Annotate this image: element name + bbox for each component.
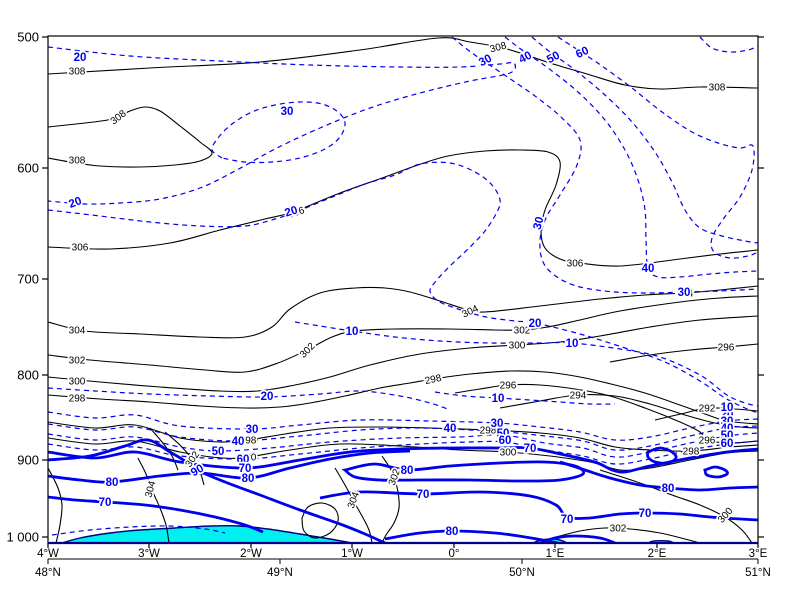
svg-text:308: 308 (69, 67, 86, 78)
y-axis-pressure: 500 600 700 800 900 1 000 (6, 30, 764, 545)
svg-text:70: 70 (561, 514, 574, 526)
svg-text:20: 20 (529, 318, 542, 330)
contour-field: 3083083083083083063063063043043043043043… (48, 36, 758, 543)
y-tick-label: 800 (17, 368, 39, 383)
svg-text:306: 306 (567, 259, 584, 270)
svg-text:40: 40 (444, 423, 457, 435)
svg-text:70: 70 (417, 489, 430, 501)
svg-text:30: 30 (491, 418, 504, 430)
svg-text:302: 302 (298, 341, 318, 361)
longitude-tick-label: 3°W (138, 548, 160, 560)
svg-text:70: 70 (524, 443, 537, 455)
svg-text:70: 70 (99, 497, 112, 509)
svg-text:300: 300 (500, 448, 517, 459)
latitude-tick-label: 50°N (509, 567, 535, 579)
y-tick-label: 600 (17, 161, 39, 176)
svg-text:300: 300 (69, 377, 86, 388)
svg-text:302: 302 (610, 524, 627, 535)
blue-dashed-contours (48, 36, 758, 536)
svg-text:294: 294 (570, 391, 587, 402)
svg-text:20: 20 (261, 391, 274, 403)
longitude-tick-label: 3°E (749, 548, 768, 560)
svg-text:80: 80 (662, 483, 675, 495)
svg-text:298: 298 (480, 426, 497, 437)
svg-text:40: 40 (642, 263, 655, 275)
svg-text:306: 306 (72, 243, 89, 254)
svg-text:70: 70 (639, 508, 652, 520)
svg-text:304: 304 (461, 303, 481, 320)
svg-text:80: 80 (106, 477, 119, 489)
svg-text:60: 60 (237, 454, 250, 466)
svg-text:40: 40 (517, 50, 534, 67)
svg-text:10: 10 (721, 402, 734, 414)
svg-text:70: 70 (239, 463, 252, 475)
latitude-tick-label: 48°N (35, 567, 61, 579)
svg-text:80: 80 (401, 465, 414, 477)
longitude-tick-label: 2°W (240, 548, 262, 560)
svg-text:10: 10 (566, 338, 579, 350)
longitude-tick-label: 1°W (341, 548, 363, 560)
svg-text:296: 296 (500, 381, 517, 392)
svg-text:302: 302 (69, 356, 86, 367)
svg-text:304: 304 (69, 326, 86, 337)
blue-solid-contours (48, 438, 758, 543)
latitude-tick-label: 51°N (745, 567, 771, 579)
latitude-tick-label: 49°N (267, 567, 293, 579)
longitude-tick-label: 2°E (648, 548, 667, 560)
svg-text:20: 20 (283, 204, 299, 219)
svg-text:308: 308 (69, 156, 86, 167)
svg-text:20: 20 (67, 195, 83, 211)
svg-text:300: 300 (509, 341, 526, 352)
svg-text:30: 30 (721, 416, 734, 428)
svg-text:20: 20 (74, 52, 87, 64)
svg-text:298: 298 (683, 447, 700, 458)
svg-text:302: 302 (514, 326, 531, 337)
longitude-tick-label: 0° (449, 548, 460, 560)
svg-text:304: 304 (143, 479, 158, 498)
svg-text:308: 308 (489, 40, 508, 55)
svg-text:80: 80 (242, 473, 255, 485)
svg-text:40: 40 (232, 436, 245, 448)
svg-text:40: 40 (721, 423, 734, 435)
svg-text:296: 296 (718, 343, 735, 354)
svg-text:30: 30 (532, 216, 547, 231)
svg-text:30: 30 (246, 424, 259, 436)
svg-text:20: 20 (721, 409, 734, 421)
svg-text:60: 60 (499, 435, 512, 447)
y-tick-label: 700 (17, 272, 39, 287)
svg-text:30: 30 (281, 106, 294, 118)
longitude-tick-label: 1°E (546, 548, 565, 560)
svg-text:60: 60 (574, 45, 591, 61)
svg-text:304: 304 (677, 289, 694, 300)
svg-text:298: 298 (424, 373, 443, 387)
svg-text:296: 296 (699, 436, 716, 447)
longitude-tick-label: 4°W (37, 548, 59, 560)
y-tick-label: 500 (17, 30, 39, 45)
svg-text:50: 50 (721, 430, 734, 442)
y-tick-label: 900 (17, 453, 39, 468)
svg-text:10: 10 (346, 326, 359, 338)
svg-text:298: 298 (69, 394, 86, 405)
svg-text:292: 292 (699, 404, 716, 415)
svg-text:60: 60 (721, 438, 734, 450)
svg-text:50: 50 (212, 446, 225, 458)
svg-text:50: 50 (497, 428, 510, 440)
svg-text:80: 80 (446, 526, 459, 538)
black-contours (48, 37, 758, 543)
x-axis-longitude: 4°W 3°W 2°W 1°W 0° 1°E 2°E 3°E (37, 543, 768, 560)
svg-text:308: 308 (709, 83, 726, 94)
svg-text:300: 300 (240, 453, 257, 464)
svg-text:30: 30 (678, 287, 691, 299)
axes: 500 600 700 800 900 1 000 4°W 3°W 2°W 1°W 0° 1°E 2°E… (6, 30, 770, 580)
svg-text:10: 10 (492, 393, 505, 405)
black-contour-labels: 3083083083083083063063063043043043043043… (67, 39, 738, 537)
svg-text:308: 308 (109, 108, 129, 127)
y-tick-label: 1 000 (6, 530, 39, 545)
svg-text:50: 50 (545, 50, 562, 67)
x-axis-latitude: 48°N 49°N 50°N 51°N (35, 558, 771, 579)
svg-text:298: 298 (240, 436, 257, 447)
